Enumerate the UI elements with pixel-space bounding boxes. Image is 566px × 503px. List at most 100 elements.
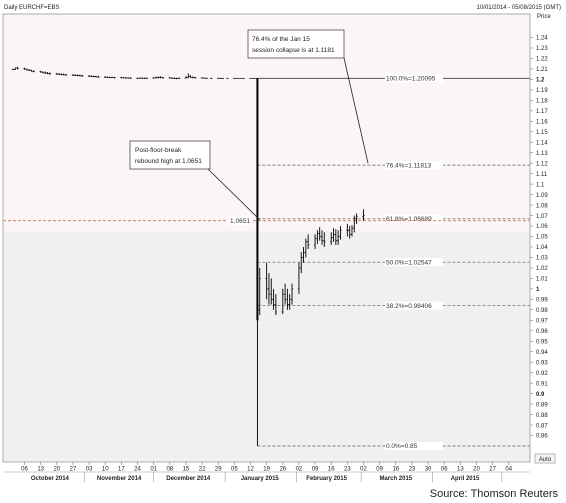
y-tick-label: 1.16 bbox=[536, 119, 548, 125]
collapse-note-pointer bbox=[343, 57, 369, 164]
fib-level-label: 38.2%=0.98406 bbox=[386, 303, 432, 310]
ohlc-bar bbox=[71, 74, 75, 76]
ohlc-bar bbox=[267, 273, 271, 305]
y-tick-label: 1.2 bbox=[536, 78, 545, 84]
y-tick-label: 0.96 bbox=[536, 329, 548, 335]
ohlc-bar bbox=[120, 76, 123, 79]
y-tick-label: 1.06 bbox=[536, 224, 548, 230]
y-tick-label: 0.91 bbox=[536, 381, 548, 387]
y-tick-label: 1.21 bbox=[536, 67, 548, 73]
y-tick-label: 1.02 bbox=[536, 266, 548, 272]
ohlc-bar bbox=[297, 262, 301, 295]
y-tick-label: 1.07 bbox=[536, 214, 548, 220]
auto-button[interactable] bbox=[534, 453, 556, 464]
ohlc-bar bbox=[281, 288, 284, 315]
x-tick-label: 16 bbox=[392, 467, 399, 473]
price-tag-bg bbox=[228, 216, 252, 226]
y-tick-label: 0.92 bbox=[536, 371, 548, 377]
y-tick-label: 0.97 bbox=[536, 319, 548, 325]
ohlc-bar bbox=[154, 76, 158, 79]
ohlc-bar bbox=[74, 74, 77, 77]
ohlc-bar bbox=[104, 76, 107, 78]
y-tick-label: 1.1 bbox=[536, 182, 545, 188]
x-tick-label: 13 bbox=[37, 467, 44, 473]
y-tick-label: 1.18 bbox=[536, 99, 548, 105]
ohlc-bar bbox=[233, 77, 236, 79]
auto-button-label: Auto bbox=[539, 457, 552, 463]
y-tick-label: 1.04 bbox=[536, 245, 548, 251]
ohlc-bar bbox=[300, 252, 303, 274]
ohlc-bar bbox=[288, 294, 291, 310]
fib-label-bg bbox=[385, 301, 443, 310]
y-tick-label: 1.12 bbox=[536, 161, 548, 167]
ohlc-bar bbox=[110, 76, 114, 79]
ohlc-bar bbox=[97, 75, 100, 78]
ohlc-bar bbox=[168, 77, 172, 79]
fib-level-label: 100.0%=1.20095 bbox=[386, 76, 436, 83]
ohlc-bar bbox=[136, 77, 139, 79]
ohlc-bar bbox=[177, 77, 181, 79]
y-tick-label: 0.95 bbox=[536, 339, 548, 345]
ohlc-bar bbox=[55, 72, 59, 75]
ohlc-bar bbox=[11, 68, 15, 71]
ohlc-bar bbox=[313, 234, 317, 250]
fib-label-bg bbox=[385, 161, 443, 170]
ohlc-bar bbox=[64, 73, 68, 76]
ohlc-bar bbox=[200, 77, 204, 79]
chart-title: Daily EURCHF=EBS bbox=[4, 5, 60, 11]
y-tick-label: 0.94 bbox=[536, 350, 548, 356]
ohlc-bar bbox=[32, 70, 35, 73]
ohlc-bar bbox=[30, 69, 33, 72]
ohlc-bar bbox=[106, 76, 109, 78]
ohlc-bar bbox=[210, 77, 213, 79]
collapse-note-line2: session collapse is at 1.1181 bbox=[252, 47, 335, 54]
y-tick-label: 1.03 bbox=[536, 256, 548, 262]
y-tick-label: 0.89 bbox=[536, 402, 548, 408]
date-range: 10/01/2014 - 05/08/2015 (GMT) bbox=[477, 5, 561, 11]
ohlc-bar bbox=[25, 68, 29, 71]
ohlc-bar bbox=[348, 226, 351, 239]
y-tick-label: 1 bbox=[536, 287, 540, 293]
x-tick-label: 05 bbox=[231, 467, 238, 473]
ohlc-bar bbox=[92, 75, 95, 78]
ohlc-bar bbox=[272, 288, 275, 310]
ohlc-bar bbox=[290, 283, 294, 305]
ohlc-bar bbox=[302, 246, 305, 263]
ohlc-bar bbox=[304, 238, 308, 258]
y-tick-label: 0.87 bbox=[536, 423, 548, 429]
fib-label-bg bbox=[385, 442, 443, 450]
x-tick-label: 23 bbox=[409, 467, 416, 473]
ohlc-bar bbox=[87, 75, 91, 77]
x-tick-label: 02 bbox=[360, 467, 367, 473]
ohlc-bar bbox=[138, 77, 142, 79]
ohlc-bar bbox=[217, 77, 220, 79]
ohlc-bar bbox=[140, 77, 144, 79]
rebound-note-line1: Post-floor-break bbox=[135, 147, 182, 154]
y-tick-label: 1.09 bbox=[536, 193, 548, 199]
ohlc-bar bbox=[258, 267, 261, 316]
y-tick-label: 1.22 bbox=[536, 57, 548, 63]
ohlc-bar bbox=[226, 77, 229, 79]
fib-label-bg bbox=[385, 74, 443, 83]
month-label: October 2014 bbox=[31, 476, 70, 482]
ohlc-bar bbox=[306, 234, 310, 250]
x-tick-label: 09 bbox=[376, 467, 383, 473]
ohlc-bar bbox=[219, 77, 222, 79]
collapse-note-line1: 76.4% of the Jan 15 bbox=[252, 36, 310, 43]
ohlc-bar bbox=[23, 67, 26, 70]
ohlc-bar bbox=[274, 294, 278, 316]
y-tick-label: 1.13 bbox=[536, 151, 548, 157]
fib-level-label: 50.0%=1.02547 bbox=[386, 259, 432, 266]
ohlc-bar bbox=[221, 77, 225, 79]
ohlc-bar bbox=[203, 77, 206, 79]
ohlc-bar bbox=[152, 77, 155, 79]
month-label: November 2014 bbox=[97, 476, 142, 482]
ohlc-bar bbox=[62, 73, 65, 76]
ohlc-bar bbox=[48, 72, 52, 75]
ohlc-bar bbox=[193, 76, 197, 79]
x-tick-label: 27 bbox=[489, 467, 496, 473]
ohlc-bar bbox=[170, 77, 174, 79]
x-tick-label: 01 bbox=[150, 467, 157, 473]
x-tick-label: 27 bbox=[70, 467, 77, 473]
